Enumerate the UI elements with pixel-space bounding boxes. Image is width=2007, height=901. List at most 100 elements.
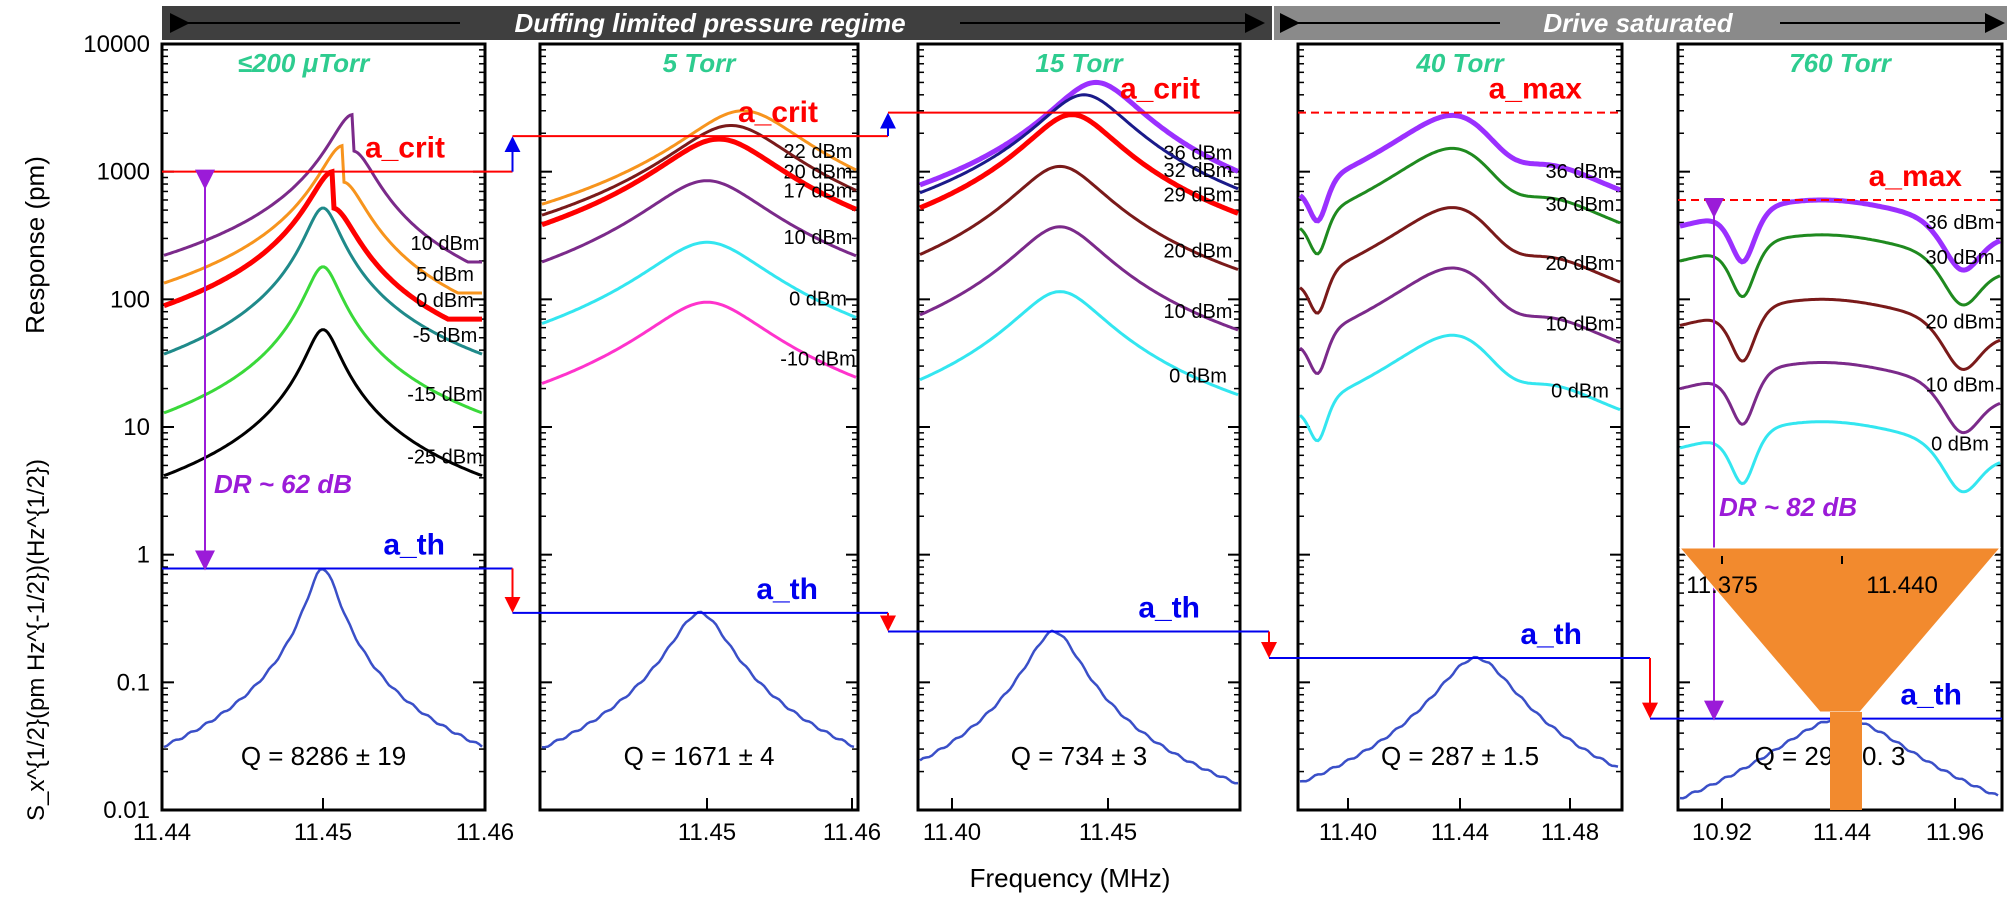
x-tick-label: 11.46 xyxy=(456,819,514,846)
drive-label: -15 dBm xyxy=(407,384,483,406)
drive-label: 10 dBm xyxy=(1926,374,1995,396)
y-axis-bottom-label: S_x^{1/2}(pm Hz^{-1/2})(Hz^{1/2}) xyxy=(23,459,50,821)
drive-label: 20 dBm xyxy=(784,161,853,183)
panel-title: 760 Torr xyxy=(1789,48,1893,78)
response-curve xyxy=(541,109,857,206)
drive-label: -5 dBm xyxy=(413,325,477,347)
x-tick-label: 11.48 xyxy=(1541,819,1599,846)
response-curve xyxy=(1679,233,2001,307)
response-curve xyxy=(1679,297,2001,372)
x-axis-label: Frequency (MHz) xyxy=(970,863,1171,893)
response-curve xyxy=(1299,146,1621,256)
drive-label: 30 dBm xyxy=(1546,194,1615,216)
drive-label: 5 dBm xyxy=(416,264,474,286)
x-tick-label: 11.96 xyxy=(1926,819,1984,846)
x-tick-label: 11.44 xyxy=(1431,819,1489,846)
drive-label: 22 dBm xyxy=(784,141,853,163)
level-label: a_max xyxy=(1869,160,1963,193)
response-curve xyxy=(163,328,483,478)
drive-label: 36 dBm xyxy=(1546,161,1615,183)
x-tick-label: 11.40 xyxy=(923,819,981,846)
a-th-label: a_th xyxy=(1138,592,1200,625)
q-label: Q = 1671 ± 4 xyxy=(624,741,775,771)
drive-label: 0 dBm xyxy=(1169,366,1227,388)
panel-4: 10.92 11.44 11.96 760 Torr 36 dBm 30 dBm 20 dB… xyxy=(1676,42,2004,846)
response-curve xyxy=(1299,206,1621,315)
dr-label: DR ~ 82 dB xyxy=(1719,492,1857,522)
response-curve xyxy=(541,300,857,385)
drive-label: 10 dBm xyxy=(1546,313,1615,335)
response-curve xyxy=(541,240,857,325)
response-curve xyxy=(919,79,1240,188)
banner-left-label: Duffing limited pressure regime xyxy=(514,8,905,38)
banner-left-label-bg xyxy=(460,8,960,38)
noise-curve xyxy=(1299,655,1619,783)
response-curve xyxy=(919,225,1239,332)
banner-right-label: Drive saturated xyxy=(1543,8,1733,38)
x-tick-label: 11.46 xyxy=(823,819,881,846)
panel-frame xyxy=(1296,42,1624,812)
y-tick-label: 10 xyxy=(123,414,150,441)
noise-curve xyxy=(163,567,483,749)
y-tick-label: 100 xyxy=(110,286,150,313)
noise-curve xyxy=(541,610,855,749)
drive-label: -10 dBm xyxy=(780,348,856,370)
response-curve xyxy=(163,265,483,415)
a-th-label: a_th xyxy=(756,573,818,606)
drive-label: 0 dBm xyxy=(416,290,474,312)
response-curve xyxy=(1679,361,2001,435)
inset-tick-label: 11.375 xyxy=(1686,572,1758,599)
response-curve xyxy=(163,143,482,295)
noise-curve xyxy=(919,629,1239,785)
panel-title: 5 Torr xyxy=(663,48,738,78)
response-curve xyxy=(163,112,482,264)
banner-right: Drive saturated xyxy=(1274,6,2007,40)
drive-label: 0 dBm xyxy=(1931,434,1989,456)
drive-label: 20 dBm xyxy=(1164,241,1233,263)
x-tick-label: 11.45 xyxy=(1079,819,1137,846)
drive-label: -25 dBm xyxy=(407,447,483,469)
level-label: a_crit xyxy=(738,96,818,129)
y-axis-top-label: Response (pm) xyxy=(20,156,50,334)
q-label: Q = 734 ± 3 xyxy=(1011,741,1147,771)
response-curve xyxy=(1679,420,2001,494)
banner-left: Duffing limited pressure regime xyxy=(162,6,1272,40)
y-tick-label: 10000 xyxy=(83,31,150,58)
panel-title: 15 Torr xyxy=(1035,48,1124,78)
x-tick-label: 11.45 xyxy=(678,819,736,846)
response-curve xyxy=(919,112,1239,216)
x-tick-label: 11.40 xyxy=(1319,819,1377,846)
x-tick-label: 11.44 xyxy=(1813,819,1871,846)
response-curve xyxy=(541,179,857,264)
a-th-label: a_th xyxy=(1520,618,1582,651)
drive-label: 10 dBm xyxy=(411,233,480,255)
a-th-label: a_th xyxy=(383,528,445,561)
response-curve xyxy=(919,93,1239,195)
response-curve xyxy=(919,290,1239,397)
drive-label: 32 dBm xyxy=(1164,160,1233,182)
drive-label: 29 dBm xyxy=(1164,184,1233,206)
drive-label: 0 dBm xyxy=(789,288,847,310)
drive-label: 36 dBm xyxy=(1926,212,1995,234)
x-tick-label: 11.44 xyxy=(133,819,191,846)
a-th-label: a_th xyxy=(1900,679,1962,712)
panel-title: ≤200 μTorr xyxy=(238,48,371,78)
connectors xyxy=(485,111,1678,720)
drive-label: 20 dBm xyxy=(1546,253,1615,275)
level-label: a_crit xyxy=(365,132,445,165)
level-label: a_max xyxy=(1489,73,1583,106)
inset-stem xyxy=(1830,712,1862,810)
response-curve xyxy=(1299,266,1621,375)
inset-tick-label: 11.440 xyxy=(1866,572,1938,599)
x-tick-label: 11.45 xyxy=(294,819,352,846)
response-curve xyxy=(919,164,1239,271)
y-tick-label: 1000 xyxy=(97,159,150,186)
response-curve xyxy=(541,136,858,228)
q-label: Q = 8286 ± 19 xyxy=(241,741,406,771)
panel-0: 11.44 11.45 11.46 ≤200 μTorr 10 dBm 5 dBm 0 dB… xyxy=(133,42,514,846)
y-tick-label: 0.01 xyxy=(103,797,150,824)
response-curve xyxy=(1299,333,1621,443)
drive-label: 17 dBm xyxy=(784,180,853,202)
